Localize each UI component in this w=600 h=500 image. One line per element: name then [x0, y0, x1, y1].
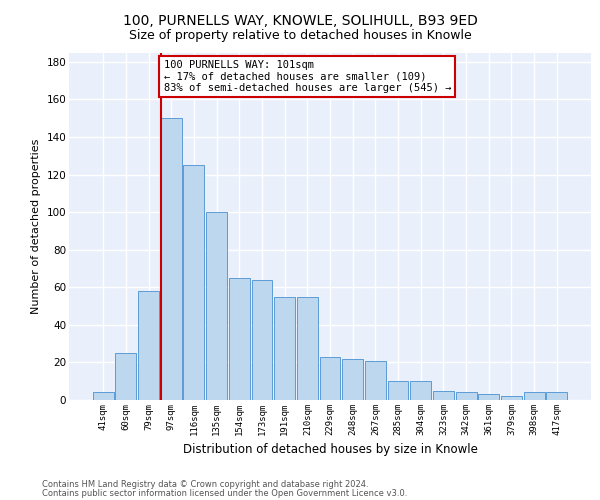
Bar [365, 360, 386, 400]
Bar [206, 212, 227, 400]
Text: Contains public sector information licensed under the Open Government Licence v3: Contains public sector information licen… [42, 488, 407, 498]
Bar [478, 394, 499, 400]
Bar [388, 381, 409, 400]
Bar [229, 278, 250, 400]
Bar [501, 396, 522, 400]
Bar [320, 357, 340, 400]
Text: 100, PURNELLS WAY, KNOWLE, SOLIHULL, B93 9ED: 100, PURNELLS WAY, KNOWLE, SOLIHULL, B93… [122, 14, 478, 28]
Bar [433, 390, 454, 400]
Bar [547, 392, 567, 400]
Y-axis label: Number of detached properties: Number of detached properties [31, 138, 41, 314]
X-axis label: Distribution of detached houses by size in Knowle: Distribution of detached houses by size … [182, 444, 478, 456]
Bar [524, 392, 545, 400]
Bar [455, 392, 476, 400]
Bar [161, 118, 182, 400]
Bar [251, 280, 272, 400]
Text: Size of property relative to detached houses in Knowle: Size of property relative to detached ho… [128, 29, 472, 42]
Bar [410, 381, 431, 400]
Bar [184, 165, 205, 400]
Bar [115, 353, 136, 400]
Bar [342, 358, 363, 400]
Text: 100 PURNELLS WAY: 101sqm
← 17% of detached houses are smaller (109)
83% of semi-: 100 PURNELLS WAY: 101sqm ← 17% of detach… [164, 60, 451, 93]
Bar [138, 291, 159, 400]
Bar [274, 296, 295, 400]
Bar [93, 392, 113, 400]
Bar [297, 296, 318, 400]
Text: Contains HM Land Registry data © Crown copyright and database right 2024.: Contains HM Land Registry data © Crown c… [42, 480, 368, 489]
